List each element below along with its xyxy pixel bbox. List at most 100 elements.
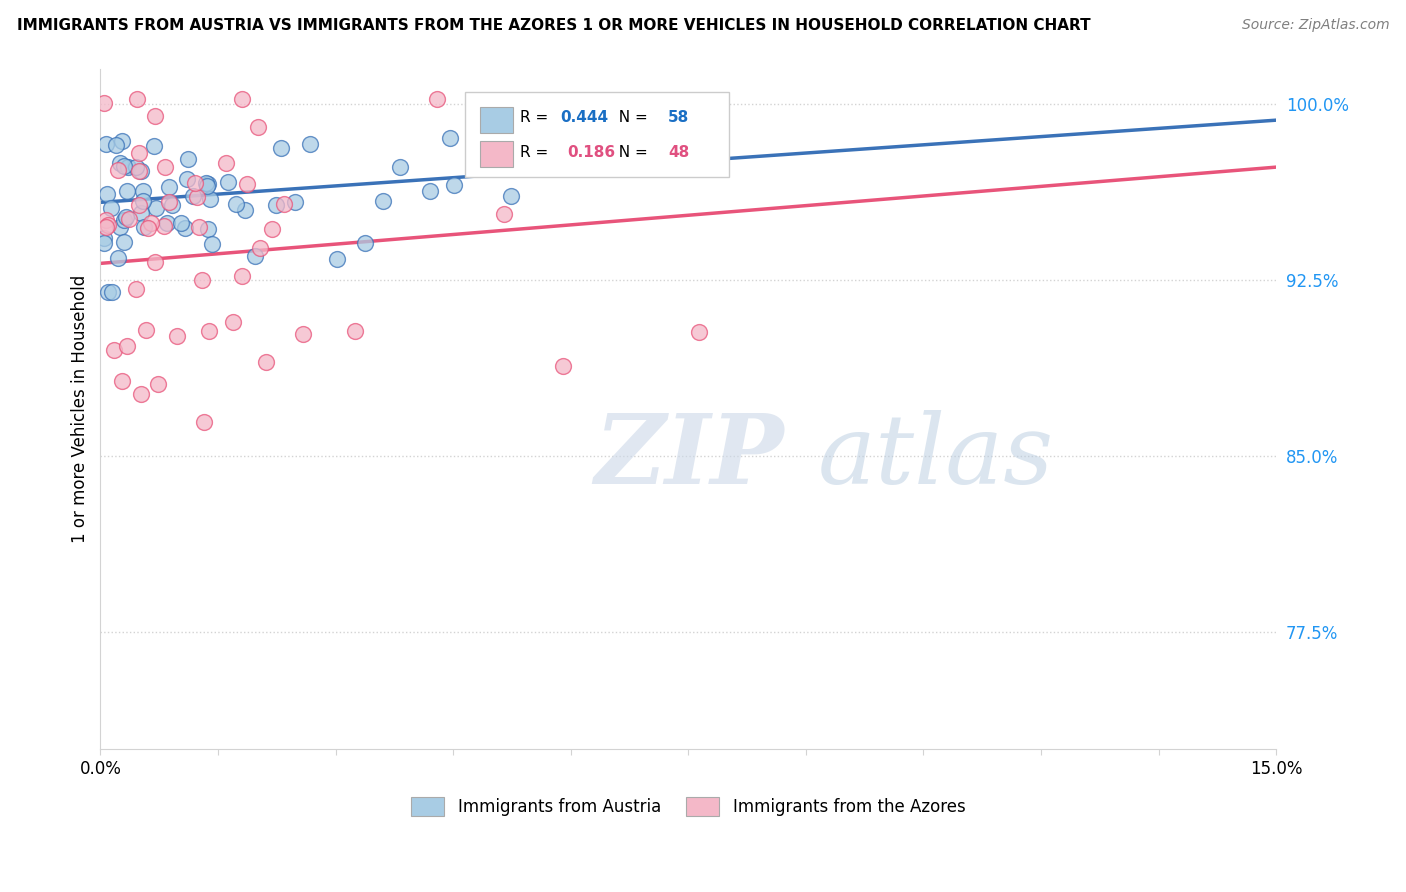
Point [132, 184, 155, 198]
Point [112, 159, 135, 173]
Point [246, 120, 269, 134]
Point [124, 160, 146, 174]
Point [111, 134, 134, 148]
Point [426, 92, 449, 106]
Point [145, 109, 167, 123]
Point [101, 285, 124, 299]
Point [299, 136, 322, 151]
Point [118, 212, 141, 227]
Point [129, 163, 152, 178]
Point [170, 216, 193, 230]
Point [111, 374, 134, 388]
Point [184, 176, 207, 190]
Point [217, 175, 239, 189]
Point [153, 160, 176, 174]
Point [112, 213, 135, 227]
Point [222, 315, 245, 329]
Point [231, 92, 253, 106]
Point [97, 218, 120, 232]
Point [132, 194, 155, 208]
Point [235, 177, 257, 191]
Point [128, 145, 150, 160]
Point [501, 133, 523, 147]
Point [183, 188, 205, 202]
Point [215, 156, 238, 170]
Point [153, 219, 176, 233]
Point [197, 178, 219, 193]
Point [194, 176, 217, 190]
Point [190, 273, 212, 287]
Point [270, 141, 292, 155]
Text: 0.444: 0.444 [560, 111, 609, 125]
Point [249, 241, 271, 255]
Point [129, 387, 152, 401]
Point [145, 202, 167, 216]
Text: IMMIGRANTS FROM AUSTRIA VS IMMIGRANTS FROM THE AZORES 1 OR MORE VEHICLES IN HOUS: IMMIGRANTS FROM AUSTRIA VS IMMIGRANTS FR… [17, 18, 1091, 33]
Point [443, 178, 465, 192]
Point [103, 343, 125, 357]
Point [139, 216, 162, 230]
Point [354, 236, 377, 251]
Point [284, 194, 307, 209]
Point [93, 230, 115, 244]
Point [107, 162, 129, 177]
Point [107, 251, 129, 265]
Point [143, 139, 166, 153]
Point [110, 219, 132, 234]
Point [117, 339, 139, 353]
Point [125, 282, 148, 296]
Point [260, 222, 283, 236]
Text: ZIP: ZIP [595, 409, 783, 504]
Point [94, 136, 117, 151]
Point [485, 157, 508, 171]
Bar [479, 141, 513, 167]
Point [100, 201, 122, 215]
Point [499, 189, 522, 203]
FancyBboxPatch shape [465, 93, 730, 178]
Text: R =: R = [520, 111, 553, 125]
Point [254, 355, 277, 369]
Point [419, 185, 441, 199]
Point [231, 268, 253, 283]
Point [117, 160, 139, 174]
Point [94, 212, 117, 227]
Legend: Immigrants from Austria, Immigrants from the Azores: Immigrants from Austria, Immigrants from… [405, 790, 972, 822]
Point [136, 220, 159, 235]
Point [187, 220, 209, 235]
Point [201, 237, 224, 252]
Point [553, 359, 575, 374]
Point [186, 190, 208, 204]
Point [96, 187, 118, 202]
Point [93, 236, 115, 251]
Point [148, 376, 170, 391]
Point [197, 324, 219, 338]
Point [225, 197, 247, 211]
Text: 48: 48 [668, 145, 689, 160]
Point [197, 221, 219, 235]
Point [371, 194, 394, 208]
Point [174, 220, 197, 235]
Text: N =: N = [609, 111, 652, 125]
Point [177, 152, 200, 166]
Point [129, 206, 152, 220]
Text: 58: 58 [668, 111, 689, 125]
Point [592, 144, 614, 158]
Point [143, 255, 166, 269]
Point [326, 252, 349, 266]
Point [166, 328, 188, 343]
Point [291, 326, 314, 341]
Point [157, 180, 180, 194]
Point [128, 197, 150, 211]
Point [176, 171, 198, 186]
Point [97, 285, 120, 299]
Point [494, 207, 516, 221]
Point [264, 198, 287, 212]
Point [197, 178, 219, 192]
Point [243, 249, 266, 263]
Text: atlas: atlas [817, 409, 1053, 504]
Point [389, 160, 412, 174]
Point [115, 210, 138, 224]
Point [115, 185, 138, 199]
Point [157, 195, 180, 210]
Point [156, 216, 179, 230]
